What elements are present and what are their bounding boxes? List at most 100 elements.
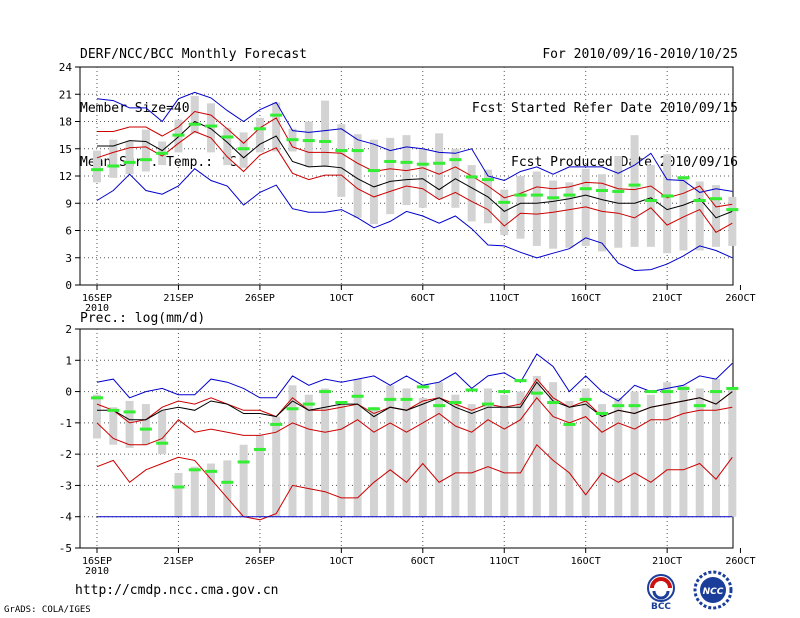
panel2-x-tick-label: 16SEP [82, 556, 112, 567]
panel1-spread-box [679, 176, 688, 251]
panel2-x-tick-label: 16OCT [571, 556, 601, 567]
panel2-observation-marker [270, 422, 283, 426]
panel1-series-mean-line [97, 120, 733, 219]
panel2-observation-marker [710, 390, 723, 394]
panel2-spread-box [353, 379, 362, 517]
panel1-spread-box [500, 189, 509, 236]
panel1-spread-box [272, 102, 281, 152]
panel1-observation-marker [400, 160, 413, 164]
panel2-series-lower2-line [96, 443, 733, 521]
panel2-spread-box [272, 416, 281, 517]
panel2-observation-marker [498, 390, 511, 394]
panel2-spread-box [321, 388, 330, 517]
panel2-y-tick-label: 1 [65, 354, 72, 367]
panel2-spread-box [109, 407, 118, 445]
panel1-series-max-line [96, 91, 733, 193]
bcc-logo-text: BCC [651, 602, 671, 611]
bcc-logo-icon: BCC [647, 574, 675, 611]
panel2-spread-box [500, 394, 509, 517]
panel1-observation-marker [91, 168, 103, 172]
panel2-observation-marker [107, 408, 120, 412]
panel2-series-max-line [96, 353, 733, 402]
panel2-spread-box [451, 394, 460, 517]
panel1-spread-box [255, 117, 264, 153]
panel1-spread-box [386, 137, 395, 215]
panel1-spread-box [109, 139, 118, 178]
panel2-observation-marker [302, 402, 315, 406]
panel1-y-tick-label: 24 [59, 61, 73, 74]
panel2-observation-marker [514, 379, 527, 383]
panel2-spread-box [158, 410, 167, 455]
panel2-series-lower-line [96, 397, 733, 446]
panel2-spread-box [516, 391, 525, 517]
panel1-spread-box [630, 135, 639, 247]
panel2-spread-box [728, 388, 737, 517]
panel1-y-tick-label: 0 [65, 279, 72, 292]
panel2-observation-marker [579, 397, 592, 401]
panel2-observation-marker [139, 427, 152, 431]
panel1-observation-marker [579, 187, 592, 191]
panel1-observation-marker [237, 147, 250, 151]
panel1-observation-marker [498, 200, 511, 204]
panel2-spread-box [190, 466, 199, 517]
panel2-y-tick-label: -2 [59, 448, 72, 461]
panel1-observation-marker [449, 158, 462, 162]
panel2-series-mean-line [97, 381, 733, 421]
panel2-observation-marker [205, 469, 218, 473]
panel2-observation-marker [384, 397, 397, 401]
panel1-observation-marker [172, 133, 185, 137]
panel2-observation-marker [286, 407, 299, 411]
panel2-observation-marker [335, 401, 348, 405]
panel1-observation-marker [693, 199, 706, 203]
panel2-spread-box [141, 404, 150, 445]
panel2-spread-box [435, 382, 444, 517]
panel2-observation-marker [237, 460, 250, 464]
panel2-x-tick-label: 26OCT [725, 556, 755, 567]
panel1-observation-marker [547, 196, 560, 200]
panel2-observation-marker [433, 404, 446, 408]
panel1-y-tick-label: 21 [59, 88, 72, 101]
panel1-y-tick-label: 12 [59, 170, 72, 183]
panel2-spread-box [467, 404, 476, 517]
panel1-y-tick-label: 3 [65, 252, 72, 265]
panel2-spread-box [532, 375, 541, 517]
panel2-observation-marker [530, 391, 543, 395]
panel1-spread-box [435, 133, 444, 199]
panel2-observation-marker [693, 404, 706, 408]
panel2-observation-marker [172, 485, 185, 489]
panel1-spread-box [353, 134, 362, 218]
panel1-x-tick-label: 21SEP [163, 293, 193, 304]
panel2-observation-marker [351, 394, 364, 398]
panel2-observation-marker [644, 390, 657, 394]
member-size-label: Member Size=40 [80, 101, 190, 116]
source-url[interactable]: http://cmdp.ncc.cma.gov.cn [75, 583, 279, 598]
panel1-observation-marker [612, 189, 625, 193]
panel2-observation-marker [253, 447, 266, 451]
panel1-x-tick-label: 6OCT [411, 293, 435, 304]
panel1-spread-box [369, 139, 378, 225]
panel2-spread-box [581, 388, 590, 517]
panel2-observation-marker [547, 401, 560, 405]
panel1-x-tick-label: 26OCT [725, 293, 755, 304]
panel1-observation-marker [661, 194, 674, 198]
panel1-observation-marker [726, 208, 739, 212]
panel1-observation-marker [514, 193, 527, 197]
panel1-x-tick-label: 16SEP [82, 293, 112, 304]
panel1-spread-box [695, 181, 704, 251]
panel1-x-tick-label: 21OCT [652, 293, 682, 304]
panel1-spread-box [207, 103, 216, 153]
panel1-spread-box [532, 171, 541, 246]
panel2-spread-box [369, 407, 378, 517]
chart-title: DERF/NCC/BCC Monthly Forecast [80, 47, 307, 62]
panel1-spread-box [614, 156, 623, 248]
panel1-y-tick-label: 6 [65, 225, 72, 238]
panel2-observation-marker [91, 396, 103, 400]
panel1-spread-box [125, 141, 134, 175]
panel1-x-tick-label: 11OCT [489, 293, 519, 304]
panel2-y-tick-label: -4 [59, 511, 73, 524]
panel1-x-tick-label: 26SEP [245, 293, 275, 304]
panel1-observation-marker [367, 169, 380, 173]
panel2-observation-marker [628, 404, 641, 408]
panel1-observation-marker [335, 149, 348, 153]
panel1-spread-box [467, 165, 476, 222]
